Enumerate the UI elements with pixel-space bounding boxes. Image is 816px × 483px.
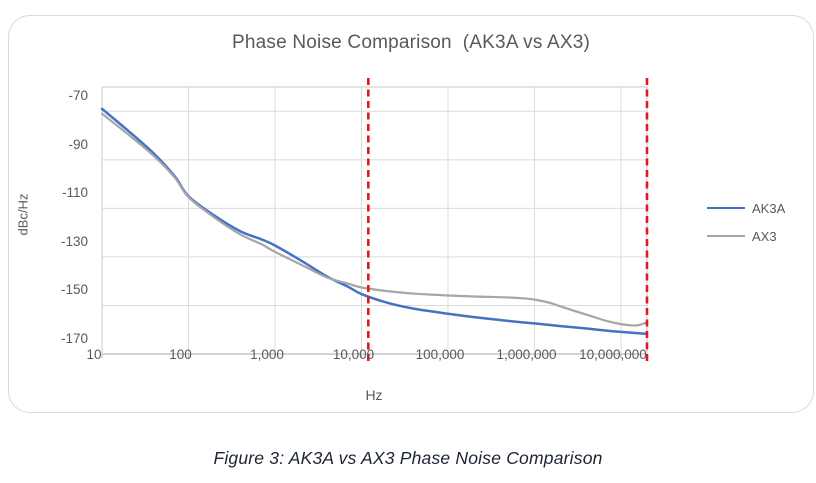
x-tick-label: 1,000,000 [496, 347, 557, 362]
legend-line-swatch-ax3 [707, 235, 745, 237]
chart-card: Phase Noise Comparison (AK3A vs AX3) dBc… [8, 15, 814, 413]
y-tick-label: -110 [61, 185, 88, 201]
y-tick-label: -70 [68, 88, 88, 104]
x-axis-title: Hz [365, 387, 383, 403]
plot-area-svg [100, 78, 649, 361]
series-line-ak3a [100, 107, 649, 336]
y-tick-label: -170 [60, 331, 88, 346]
x-tick-label: 100 [169, 347, 192, 362]
legend-item-ak3a: AK3A [707, 194, 816, 222]
x-tick-label: 10 [86, 347, 102, 362]
x-tick-label: 10,000,000 [579, 347, 647, 362]
legend-item-ax3: AX3 [707, 222, 816, 250]
y-tick-label: -150 [60, 282, 88, 298]
x-tick-label: 100,000 [415, 347, 465, 362]
legend: AK3A AX3 [707, 194, 816, 250]
y-tick-label: -130 [60, 233, 88, 249]
legend-label-ak3a: AK3A [752, 200, 786, 216]
x-tick-label: 10,000 [332, 347, 375, 362]
series-line-ax3 [100, 112, 649, 327]
legend-label-ax3: AX3 [752, 228, 777, 244]
plot-border [101, 86, 648, 355]
x-tick-label: 1,000 [250, 347, 284, 362]
chart-title: Phase Noise Comparison (AK3A vs AX3) [231, 32, 590, 53]
figure-caption: Figure 3: AK3A vs AX3 Phase Noise Compar… [213, 448, 603, 468]
legend-line-swatch-ak3a [707, 207, 745, 209]
y-tick-label: -90 [68, 136, 88, 152]
y-axis-title: dBc/Hz [15, 193, 31, 236]
